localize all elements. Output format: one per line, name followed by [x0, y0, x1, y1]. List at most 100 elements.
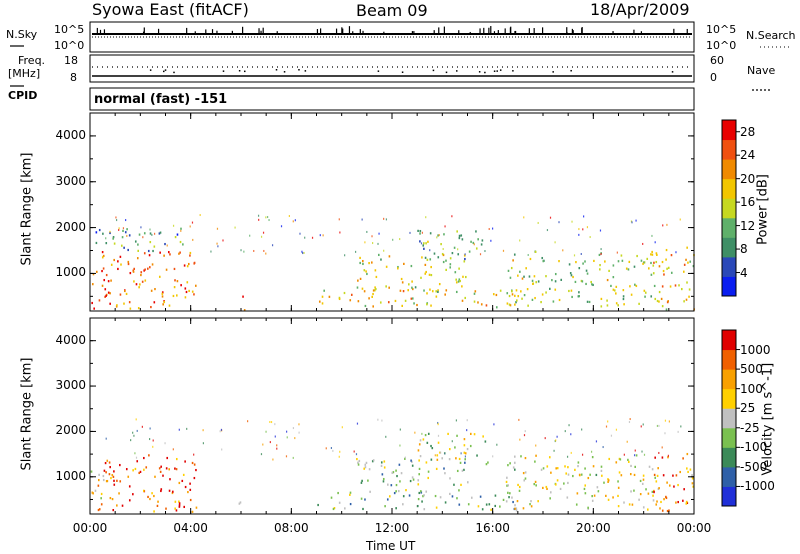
heatmap-cell	[425, 461, 428, 464]
heatmap-speckle	[234, 226, 236, 229]
heatmap-cell	[546, 487, 548, 491]
heatmap-speckle	[385, 218, 388, 221]
heatmap-cell	[622, 289, 625, 292]
heatmap-cell	[449, 477, 451, 480]
heatmap-cell	[449, 257, 452, 260]
heatmap-cell	[113, 242, 116, 245]
heatmap-cell	[515, 301, 517, 304]
heatmap-cell	[656, 500, 658, 503]
heatmap-cell	[176, 233, 179, 236]
heatmap-cell	[363, 290, 366, 293]
heatmap-cell	[104, 288, 107, 291]
heatmap-cell	[182, 243, 184, 246]
heatmap-cell	[108, 461, 111, 464]
heatmap-cell	[101, 284, 104, 287]
heatmap-cell	[121, 504, 124, 507]
heatmap-cell	[464, 452, 467, 455]
x-tick-label: 04:00	[173, 521, 208, 535]
heatmap-cell	[102, 267, 105, 270]
heatmap-cell	[691, 482, 694, 485]
heatmap-cell	[466, 447, 469, 451]
heatmap-cell	[361, 287, 364, 290]
heatmap-cell	[434, 494, 437, 498]
heatmap-cell	[395, 490, 397, 493]
heatmap-cell	[584, 467, 586, 470]
y-tick-label: 1000	[55, 468, 86, 483]
heatmap-cell	[513, 253, 516, 256]
heatmap-speckle	[341, 426, 343, 429]
heatmap-cell	[490, 508, 492, 511]
heatmap-cell	[535, 484, 537, 487]
freq-dot	[304, 70, 307, 72]
heatmap-cell	[426, 303, 428, 306]
heatmap-speckle	[488, 228, 490, 231]
heatmap-cell	[105, 471, 107, 474]
freq-right-tick-top: 60	[710, 54, 724, 67]
heatmap-speckle	[338, 455, 340, 458]
heatmap-cell	[402, 495, 405, 498]
heatmap-speckle	[164, 442, 166, 445]
heatmap-speckle	[361, 218, 363, 221]
heatmap-cell	[485, 304, 488, 307]
heatmap-cell	[191, 290, 194, 293]
heatmap-cell	[178, 481, 181, 485]
heatmap-cell	[685, 500, 688, 503]
heatmap-cell	[157, 500, 159, 503]
heatmap-cell	[364, 304, 367, 308]
freq-dot	[493, 70, 496, 72]
heatmap-cell	[655, 480, 658, 483]
velocity-colorbar-segment	[722, 408, 736, 429]
heatmap-cell	[110, 263, 113, 266]
heatmap-speckle	[193, 453, 195, 456]
heatmap-cell	[554, 280, 557, 283]
heatmap-cell	[630, 464, 632, 468]
heatmap-speckle	[399, 428, 401, 431]
heatmap-speckle	[372, 242, 374, 245]
heatmap-cell	[385, 285, 387, 288]
heatmap-speckle	[118, 228, 120, 231]
y-tick-label: 2000	[55, 423, 86, 438]
freq-dot	[478, 71, 481, 73]
heatmap-speckle	[285, 455, 288, 458]
heatmap-speckle	[615, 428, 618, 431]
heatmap-cell	[585, 269, 588, 272]
heatmap-speckle	[304, 236, 306, 239]
heatmap-cell	[627, 268, 630, 271]
heatmap-cell	[589, 473, 591, 476]
heatmap-cell	[461, 299, 464, 302]
heatmap-speckle	[381, 419, 383, 422]
heatmap-cell	[665, 258, 667, 261]
heatmap-cell	[554, 288, 557, 291]
heatmap-speckle	[115, 219, 118, 222]
heatmap-speckle	[339, 450, 341, 453]
heatmap-speckle	[355, 453, 358, 456]
heatmap-cell	[481, 508, 484, 511]
nave-label: Nave	[747, 64, 776, 77]
heatmap-cell	[464, 296, 467, 300]
heatmap-cell	[540, 300, 542, 304]
freq-dot	[671, 71, 674, 73]
freq-dot	[552, 71, 554, 73]
heatmap-speckle	[330, 447, 333, 450]
heatmap-speckle	[122, 227, 125, 230]
power-panel-frame	[89, 112, 695, 312]
heatmap-cell	[451, 251, 454, 255]
power-heatmap	[91, 214, 695, 312]
heatmap-cell	[423, 508, 426, 511]
heatmap-cell	[473, 433, 476, 436]
heatmap-cell	[112, 475, 115, 478]
heatmap-speckle	[149, 427, 151, 430]
heatmap-cell	[158, 275, 161, 278]
n-sky-label: N.Sky	[6, 28, 38, 41]
heatmap-cell	[461, 238, 464, 241]
heatmap-speckle	[666, 223, 668, 226]
heatmap-speckle	[142, 236, 144, 239]
heatmap-cell	[417, 498, 420, 501]
heatmap-cell	[112, 508, 115, 512]
heatmap-cell	[521, 297, 523, 300]
heatmap-speckle	[247, 420, 249, 423]
heatmap-speckle	[634, 449, 636, 452]
heatmap-speckle	[582, 228, 584, 231]
heatmap-speckle	[409, 231, 411, 234]
